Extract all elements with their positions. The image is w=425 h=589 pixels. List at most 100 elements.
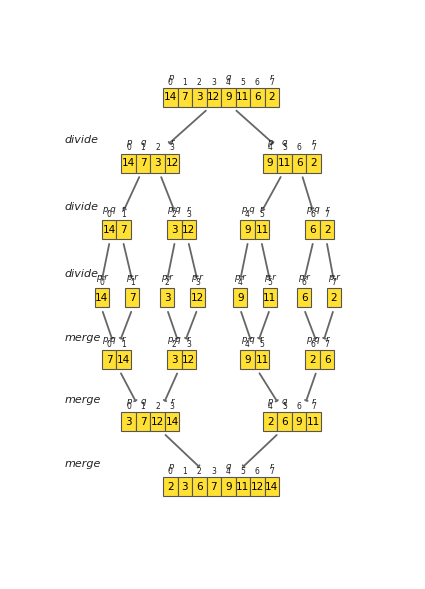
FancyBboxPatch shape	[121, 412, 136, 431]
Text: 9: 9	[225, 92, 232, 102]
Text: 7: 7	[311, 143, 316, 153]
FancyBboxPatch shape	[192, 477, 207, 496]
Text: r: r	[326, 335, 329, 344]
Text: 12: 12	[182, 355, 196, 365]
FancyBboxPatch shape	[221, 88, 235, 107]
Text: 14: 14	[102, 225, 116, 235]
FancyBboxPatch shape	[207, 477, 221, 496]
Text: 2: 2	[269, 92, 275, 102]
FancyBboxPatch shape	[297, 289, 312, 307]
Text: 12: 12	[207, 92, 221, 102]
FancyBboxPatch shape	[192, 88, 207, 107]
Text: p,q: p,q	[306, 205, 320, 214]
FancyBboxPatch shape	[167, 220, 181, 239]
FancyBboxPatch shape	[278, 154, 292, 173]
Text: 1: 1	[182, 78, 187, 87]
Text: 6: 6	[310, 210, 315, 219]
Text: 7: 7	[269, 466, 274, 476]
Text: p,q: p,q	[241, 205, 254, 214]
FancyBboxPatch shape	[250, 88, 265, 107]
FancyBboxPatch shape	[263, 289, 277, 307]
Text: p,r: p,r	[161, 273, 173, 282]
Text: 6: 6	[297, 143, 302, 153]
Text: 5: 5	[282, 402, 287, 411]
FancyBboxPatch shape	[150, 412, 165, 431]
FancyBboxPatch shape	[136, 412, 150, 431]
FancyBboxPatch shape	[240, 220, 255, 239]
FancyBboxPatch shape	[265, 477, 279, 496]
Text: 2: 2	[309, 355, 316, 365]
Text: 1: 1	[182, 466, 187, 476]
FancyBboxPatch shape	[235, 88, 250, 107]
Text: 3: 3	[170, 143, 175, 153]
FancyBboxPatch shape	[102, 350, 116, 369]
Text: q: q	[282, 138, 287, 147]
Text: 6: 6	[301, 293, 307, 303]
Text: 5: 5	[241, 466, 245, 476]
FancyBboxPatch shape	[255, 220, 269, 239]
Text: 4: 4	[268, 143, 272, 153]
Text: p,r: p,r	[328, 273, 340, 282]
FancyBboxPatch shape	[292, 154, 306, 173]
Text: 6: 6	[196, 482, 203, 492]
FancyBboxPatch shape	[116, 220, 131, 239]
Text: 7: 7	[332, 278, 336, 287]
FancyBboxPatch shape	[255, 350, 269, 369]
Text: 4: 4	[226, 466, 231, 476]
Text: 11: 11	[307, 416, 320, 426]
FancyBboxPatch shape	[263, 412, 278, 431]
Text: 14: 14	[165, 416, 178, 426]
Text: 0: 0	[126, 143, 131, 153]
Text: 11: 11	[236, 482, 249, 492]
Text: r: r	[187, 205, 190, 214]
Text: 0: 0	[168, 466, 173, 476]
Text: 4: 4	[245, 210, 250, 219]
Text: 3: 3	[211, 466, 216, 476]
Text: p: p	[267, 397, 273, 406]
FancyBboxPatch shape	[178, 477, 192, 496]
FancyBboxPatch shape	[292, 412, 306, 431]
Text: 5: 5	[282, 143, 287, 153]
Text: 0: 0	[168, 78, 173, 87]
Text: 2: 2	[167, 482, 174, 492]
Text: 7: 7	[325, 210, 330, 219]
Text: divide: divide	[65, 202, 99, 211]
Text: 3: 3	[195, 278, 200, 287]
Text: 6: 6	[281, 416, 288, 426]
Text: 6: 6	[254, 92, 261, 102]
Text: p,q: p,q	[306, 335, 320, 344]
Text: 11: 11	[263, 293, 277, 303]
Text: r: r	[312, 138, 315, 147]
FancyBboxPatch shape	[320, 220, 334, 239]
Text: 7: 7	[181, 92, 188, 102]
Text: p: p	[126, 138, 131, 147]
FancyBboxPatch shape	[190, 289, 204, 307]
Text: r: r	[122, 335, 125, 344]
Text: p,q: p,q	[102, 335, 116, 344]
Text: 0: 0	[107, 340, 111, 349]
Text: 1: 1	[141, 143, 145, 153]
Text: p,r: p,r	[264, 273, 276, 282]
Text: 6: 6	[302, 278, 306, 287]
Text: 2: 2	[331, 293, 337, 303]
Text: 5: 5	[241, 78, 245, 87]
Text: 7: 7	[129, 293, 136, 303]
Text: 12: 12	[182, 225, 196, 235]
Text: 9: 9	[225, 482, 232, 492]
Text: 1: 1	[121, 340, 126, 349]
Text: 3: 3	[125, 416, 132, 426]
Text: 9: 9	[244, 225, 251, 235]
Text: 12: 12	[165, 158, 178, 168]
FancyBboxPatch shape	[102, 220, 116, 239]
Text: q: q	[226, 72, 231, 81]
Text: 1: 1	[141, 402, 145, 411]
Text: 9: 9	[237, 293, 244, 303]
Text: r: r	[122, 205, 125, 214]
Text: p: p	[126, 397, 131, 406]
Text: q: q	[140, 397, 146, 406]
Text: 2: 2	[197, 78, 202, 87]
FancyBboxPatch shape	[278, 412, 292, 431]
FancyBboxPatch shape	[221, 477, 235, 496]
Text: 2: 2	[197, 466, 202, 476]
Text: p: p	[167, 462, 173, 471]
